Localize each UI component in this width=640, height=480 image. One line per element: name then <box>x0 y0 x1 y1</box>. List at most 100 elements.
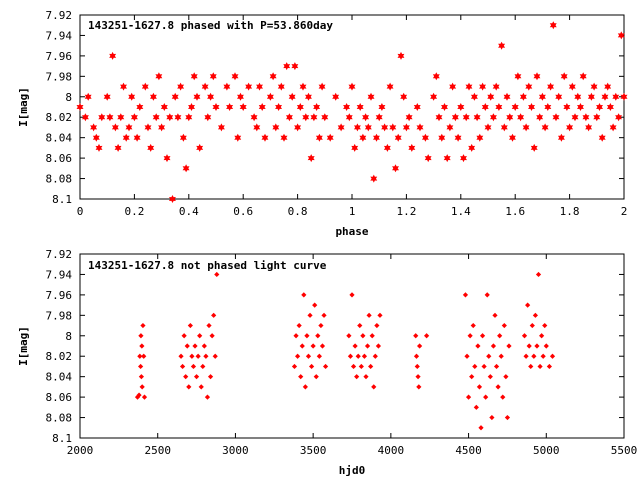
data-point <box>511 103 519 111</box>
data-point <box>416 123 424 132</box>
data-point <box>256 82 263 91</box>
x-tick-label: 0.8 <box>288 205 308 218</box>
data-point <box>293 333 299 339</box>
data-point <box>424 333 430 339</box>
data-point <box>430 92 438 101</box>
y-tick-label: 7.92 <box>46 248 73 261</box>
data-point <box>381 123 389 132</box>
data-point <box>321 113 329 122</box>
data-point <box>414 363 420 370</box>
data-point <box>417 343 423 349</box>
data-point <box>617 31 625 40</box>
data-point <box>345 113 353 122</box>
data-point <box>489 414 495 421</box>
data-point <box>472 363 478 370</box>
data-point <box>356 103 364 111</box>
data-point <box>405 113 413 122</box>
data-point <box>188 103 195 111</box>
data-point <box>574 92 582 101</box>
data-point <box>449 82 457 91</box>
data-point <box>269 72 277 81</box>
x-tick-label: 3500 <box>300 444 327 457</box>
x-tick-label: 0 <box>77 205 84 218</box>
data-point <box>386 82 394 91</box>
data-point <box>158 123 166 132</box>
y-tick-label: 7.94 <box>46 29 73 42</box>
data-point <box>389 123 397 132</box>
data-point <box>98 113 106 122</box>
data-point <box>475 343 481 349</box>
data-point <box>318 82 326 91</box>
points-phased <box>76 21 628 203</box>
data-point <box>549 21 557 30</box>
data-point <box>152 113 160 122</box>
data-point <box>299 343 305 349</box>
data-point <box>535 271 542 278</box>
data-point <box>528 103 535 111</box>
data-point <box>179 133 187 142</box>
data-point <box>286 113 293 122</box>
title-phased: 143251-1627.8 phased with P=53.860day <box>88 19 333 32</box>
x-tick-label: 0.2 <box>124 205 144 218</box>
data-point <box>479 82 486 91</box>
x-tick-label: 1 <box>349 205 356 218</box>
data-point <box>371 384 377 390</box>
data-point <box>517 113 525 122</box>
data-point <box>212 353 218 359</box>
data-point <box>181 333 187 339</box>
data-point <box>296 103 304 111</box>
data-point <box>364 343 371 349</box>
data-point <box>525 82 533 91</box>
data-point <box>209 72 217 81</box>
data-point <box>305 92 312 101</box>
data-point <box>503 92 511 101</box>
ylabel-unphased: I[mag] <box>17 326 30 366</box>
data-point <box>160 103 168 111</box>
data-point <box>245 82 253 91</box>
data-point <box>609 123 617 132</box>
data-point <box>400 92 408 101</box>
data-point <box>178 353 184 359</box>
data-point <box>122 133 130 142</box>
data-point <box>133 133 141 142</box>
data-point <box>568 82 576 91</box>
ticks-unphased: 2000 2500 3000 3500 4000 4500 5000 5500 7.92 7.94… <box>46 248 638 457</box>
data-point <box>212 103 220 111</box>
data-point <box>174 113 182 122</box>
data-point <box>523 353 529 359</box>
data-point <box>304 333 310 339</box>
data-point <box>218 123 225 132</box>
data-point <box>413 353 420 359</box>
data-point <box>337 123 345 132</box>
data-point <box>540 353 546 359</box>
data-point <box>369 333 375 339</box>
data-point <box>464 353 470 359</box>
data-point <box>177 82 185 91</box>
data-point <box>322 363 329 370</box>
data-point <box>604 82 612 91</box>
data-point <box>234 133 242 142</box>
data-point <box>590 82 598 91</box>
ylabel-phased: I[mag] <box>17 87 30 127</box>
data-point <box>413 333 419 339</box>
data-point <box>392 164 399 173</box>
data-point <box>350 363 357 370</box>
data-point <box>349 292 355 298</box>
data-point <box>394 133 402 142</box>
data-point <box>250 113 258 122</box>
data-point <box>280 133 288 142</box>
data-point <box>362 113 370 122</box>
data-point <box>498 353 504 359</box>
y-tick-label: 8.1 <box>52 193 72 206</box>
data-point <box>536 113 544 122</box>
data-point <box>315 133 323 142</box>
data-point <box>357 322 363 329</box>
data-point <box>239 103 247 111</box>
data-point <box>169 195 176 203</box>
data-point <box>537 363 543 370</box>
data-point <box>587 92 595 101</box>
y-tick-label: 7.98 <box>46 70 73 83</box>
data-point <box>470 92 478 101</box>
data-point <box>413 103 421 111</box>
data-point <box>190 363 197 370</box>
